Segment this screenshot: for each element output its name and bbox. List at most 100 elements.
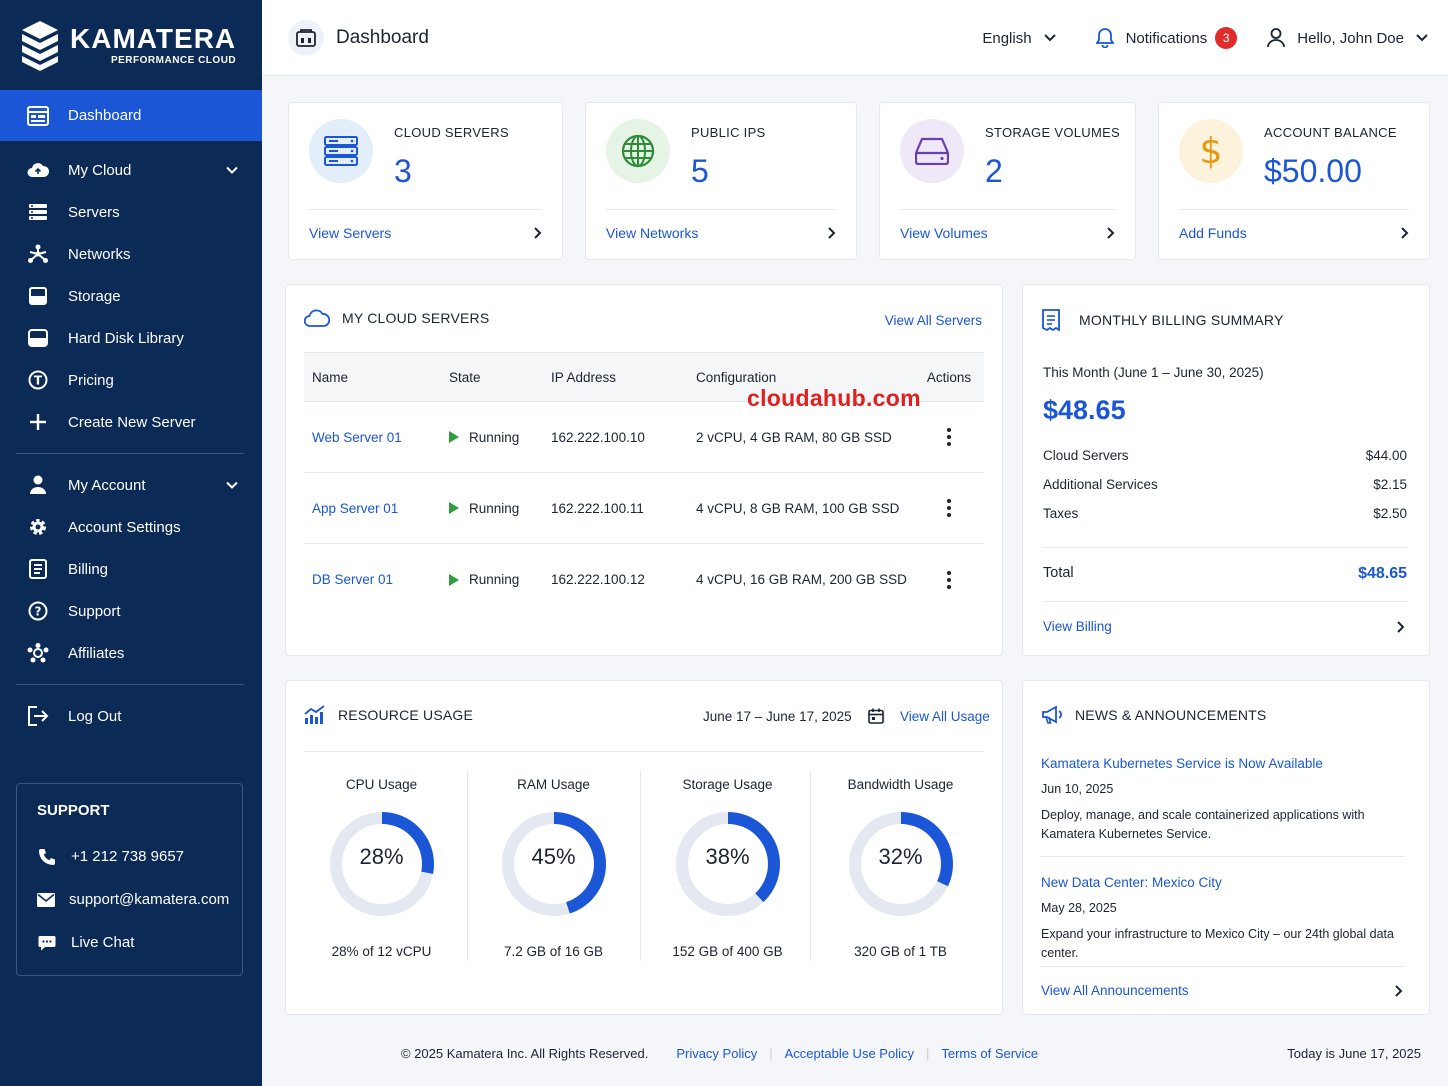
pricing-icon: T bbox=[26, 368, 50, 392]
more-vertical-icon[interactable] bbox=[947, 499, 951, 517]
news-item: Kamatera Kubernetes Service is Now Avail… bbox=[1041, 755, 1405, 844]
billing-total-label: Total bbox=[1043, 565, 1074, 581]
column-header[interactable]: Name bbox=[312, 369, 349, 385]
table-row: App Server 01 Running 162.222.100.11 4 v… bbox=[304, 473, 984, 544]
billing-period: This Month (June 1 – June 30, 2025) bbox=[1043, 365, 1264, 380]
stat-value: 3 bbox=[394, 153, 412, 189]
chevron-down-icon bbox=[1416, 34, 1428, 42]
view-billing-link[interactable]: View Billing bbox=[1043, 619, 1405, 634]
usage-percent: 28% bbox=[359, 844, 404, 869]
sidebar-item-my-cloud[interactable]: My Cloud bbox=[0, 149, 262, 191]
usage-date-range[interactable]: June 17 – June 17, 2025 bbox=[703, 708, 884, 724]
gear-icon bbox=[26, 515, 50, 539]
column-header[interactable]: State bbox=[449, 369, 481, 385]
sidebar-item-servers[interactable]: Servers bbox=[0, 191, 262, 233]
chevron-down-icon[interactable] bbox=[226, 162, 238, 179]
support-title: SUPPORT bbox=[37, 802, 110, 819]
server-config: 4 vCPU, 8 GB RAM, 100 GB SSD bbox=[696, 500, 900, 516]
sidebar-item-pricing[interactable]: T Pricing bbox=[0, 359, 262, 401]
server-name-link[interactable]: DB Server 01 bbox=[312, 572, 394, 587]
sidebar-item-networks[interactable]: Networks bbox=[0, 233, 262, 275]
column-header[interactable]: IP Address bbox=[551, 369, 617, 385]
copyright: © 2025 Kamatera Inc. All Rights Reserved… bbox=[401, 1046, 649, 1061]
support-email[interactable]: support@kamatera.com bbox=[37, 878, 229, 921]
news-desc: Deploy, manage, and scale containerized … bbox=[1041, 808, 1365, 841]
section-title: NEWS & ANNOUNCEMENTS bbox=[1075, 707, 1267, 723]
usage-ring bbox=[675, 812, 780, 916]
mail-icon bbox=[37, 892, 55, 907]
user-menu[interactable]: Hello, John Doe bbox=[1267, 28, 1428, 48]
brand-tagline: PERFORMANCE CLOUD bbox=[110, 54, 237, 66]
billing-line: Cloud Servers $44.00 bbox=[1043, 448, 1407, 463]
billing-total-value: $48.65 bbox=[1358, 565, 1407, 582]
language-selector[interactable]: English bbox=[982, 30, 1056, 47]
phone-icon bbox=[37, 848, 57, 866]
view-all-usage-link[interactable]: View All Usage bbox=[900, 709, 990, 724]
usage-percent: 32% bbox=[878, 844, 923, 869]
view-all-servers-link[interactable]: View All Servers bbox=[884, 313, 982, 328]
usage-percent: 38% bbox=[705, 844, 750, 869]
sidebar-item-label: Dashboard bbox=[68, 107, 142, 124]
support-email-text: support@kamatera.com bbox=[69, 891, 230, 908]
network-icon bbox=[26, 242, 50, 266]
add-funds-link[interactable]: Add Funds bbox=[1179, 225, 1409, 241]
news-title-link[interactable]: New Data Center: Mexico City bbox=[1041, 875, 1222, 890]
svg-text:?: ? bbox=[35, 605, 42, 619]
stat-link-label: Add Funds bbox=[1179, 225, 1247, 241]
privacy-policy-link[interactable]: Privacy Policy bbox=[676, 1046, 758, 1061]
user-greeting: Hello, John Doe bbox=[1297, 29, 1404, 47]
watermark-text: cloudahub.com bbox=[747, 385, 921, 411]
news-item: New Data Center: Mexico City May 28, 202… bbox=[1041, 874, 1405, 963]
sidebar-item-affiliates[interactable]: Affiliates bbox=[0, 632, 262, 674]
brand[interactable]: KAMATERA PERFORMANCE CLOUD bbox=[0, 0, 262, 90]
sidebar-item-create-new-server[interactable]: Create New Server bbox=[0, 401, 262, 443]
server-config: 2 vCPU, 4 GB RAM, 80 GB SSD bbox=[696, 429, 892, 445]
sidebar-item-account-settings[interactable]: Account Settings bbox=[0, 506, 262, 548]
support-phone[interactable]: +1 212 738 9657 bbox=[37, 835, 222, 878]
usage-title: CPU Usage bbox=[345, 777, 418, 792]
resource-usage-panel: RESOURCE USAGE June 17 – June 17, 2025 V… bbox=[285, 680, 1003, 1015]
plus-icon bbox=[26, 410, 50, 434]
view-networks-link[interactable]: View Networks bbox=[606, 225, 836, 241]
usage-detail: 152 GB of 400 GB bbox=[672, 944, 783, 959]
stat-label: ACCOUNT BALANCE bbox=[1264, 125, 1397, 140]
sidebar-item-log-out[interactable]: Log Out bbox=[0, 695, 262, 737]
chevron-down-icon[interactable] bbox=[226, 477, 238, 494]
column-header: Actions bbox=[926, 369, 972, 385]
play-icon bbox=[449, 431, 459, 443]
sidebar-item-my-account[interactable]: My Account bbox=[0, 464, 262, 506]
stat-label: STORAGE VOLUMES bbox=[985, 125, 1121, 140]
sidebar-item-label: Create New Server bbox=[68, 413, 196, 431]
hard-disk-icon bbox=[26, 326, 50, 350]
sidebar-item-dashboard[interactable]: Dashboard bbox=[0, 90, 262, 141]
sidebar-item-label: Affiliates bbox=[68, 644, 125, 662]
receipt-icon bbox=[1041, 309, 1061, 331]
column-header[interactable]: Configuration bbox=[696, 369, 777, 385]
sidebar-item-hard-disk-library[interactable]: Hard Disk Library bbox=[0, 317, 262, 359]
terms-of-service-link[interactable]: Terms of Service bbox=[941, 1046, 1039, 1061]
view-all-announcements-link[interactable]: View All Announcements bbox=[1041, 983, 1403, 998]
server-ip: 162.222.100.10 bbox=[551, 429, 645, 445]
sidebar-item-label: Storage bbox=[68, 287, 121, 305]
chevron-right-icon bbox=[1401, 227, 1409, 239]
server-state: Running bbox=[469, 429, 520, 445]
news-title-link[interactable]: Kamatera Kubernetes Service is Now Avail… bbox=[1041, 756, 1323, 771]
brand-name: KAMATERA bbox=[70, 22, 237, 54]
more-vertical-icon[interactable] bbox=[947, 570, 951, 589]
chevron-right-icon bbox=[1397, 620, 1405, 633]
view-servers-link[interactable]: View Servers bbox=[309, 225, 542, 241]
server-name-link[interactable]: App Server 01 bbox=[312, 500, 399, 516]
more-vertical-icon[interactable] bbox=[947, 428, 951, 446]
usage-percent: 45% bbox=[531, 844, 576, 869]
sidebar-item-label: Log Out bbox=[68, 707, 122, 725]
play-icon bbox=[449, 573, 459, 586]
view-volumes-link[interactable]: View Volumes bbox=[900, 225, 1115, 241]
server-name-link[interactable]: Web Server 01 bbox=[312, 429, 402, 445]
notifications-button[interactable]: Notifications 3 bbox=[1095, 27, 1238, 49]
sidebar-item-billing[interactable]: Billing bbox=[0, 548, 262, 590]
acceptable-use-link[interactable]: Acceptable Use Policy bbox=[784, 1046, 914, 1061]
sidebar-item-storage[interactable]: Storage bbox=[0, 275, 262, 317]
support-live-chat[interactable]: Live Chat bbox=[37, 921, 222, 964]
sidebar-item-support[interactable]: ? Support bbox=[0, 590, 262, 632]
kamatera-logo-icon bbox=[20, 19, 60, 71]
